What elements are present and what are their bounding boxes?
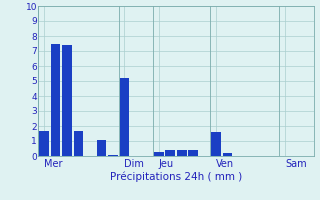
Bar [120,78,129,156]
Bar [51,44,60,156]
Bar [97,140,106,156]
Bar [223,153,232,156]
Bar [211,132,221,156]
Bar [188,150,198,156]
Bar [39,130,49,156]
Bar [74,130,84,156]
Bar [62,45,72,156]
Bar [108,154,118,156]
Bar [165,150,175,156]
X-axis label: Précipitations 24h ( mm ): Précipitations 24h ( mm ) [110,172,242,182]
Bar [154,152,164,156]
Bar [177,150,187,156]
